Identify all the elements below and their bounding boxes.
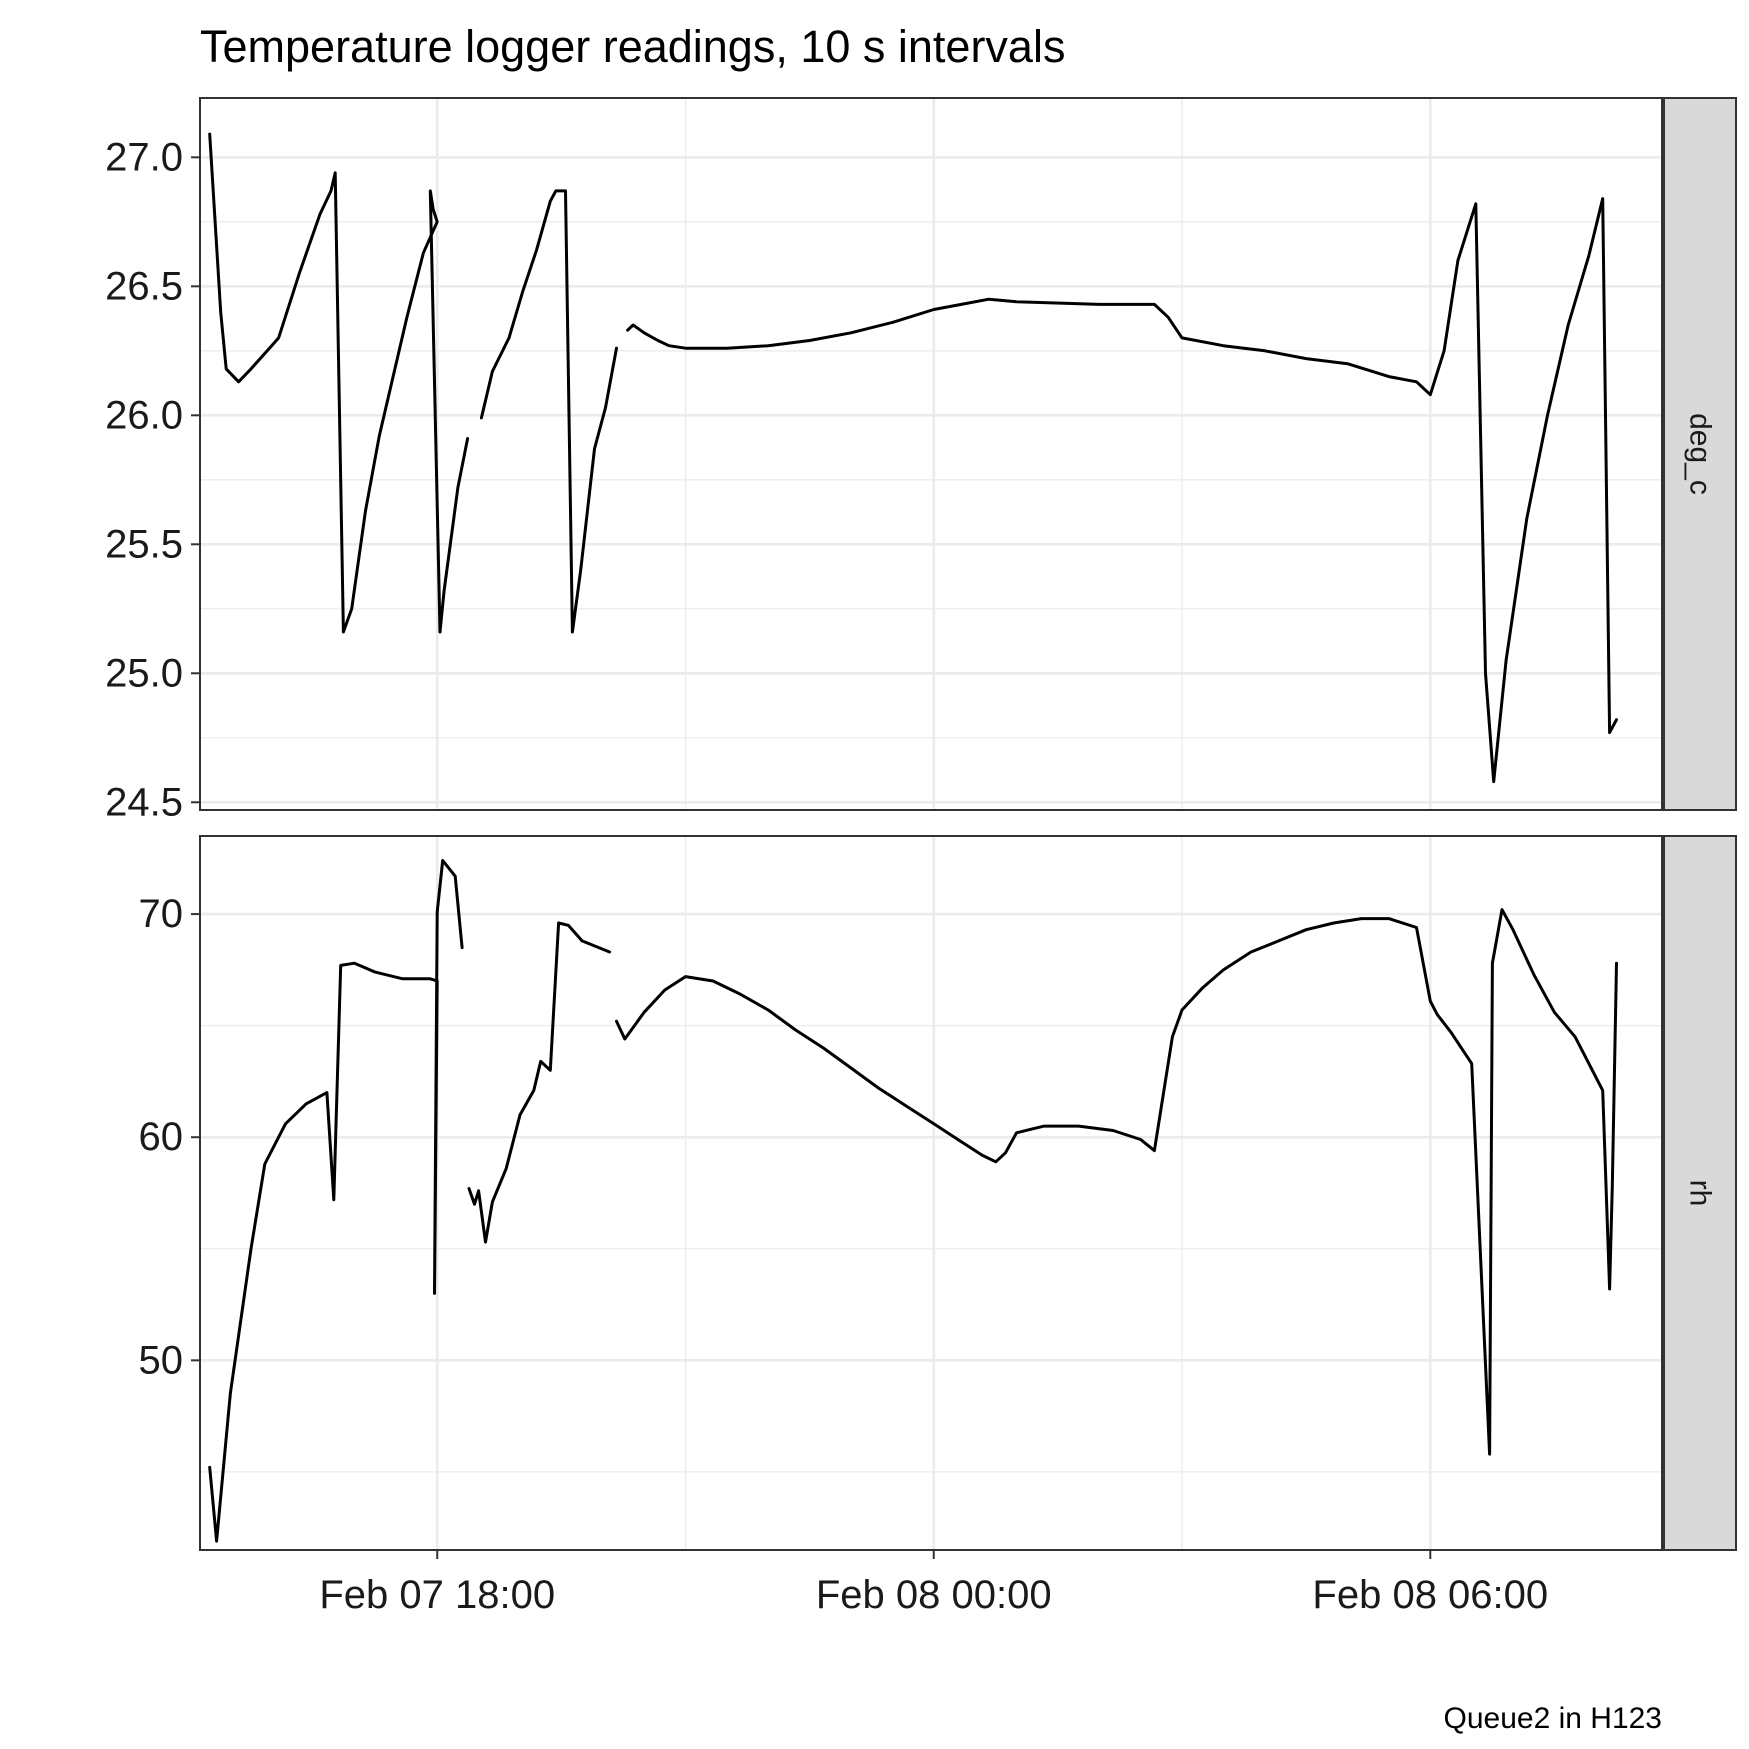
- y-tick-label: 26.0: [105, 393, 183, 437]
- series-line-rh-segment-2: [467, 921, 612, 1244]
- chart-title: Temperature logger readings, 10 s interv…: [200, 21, 1065, 72]
- y-tick-label: 50: [139, 1338, 184, 1382]
- series-layer: [208, 132, 1618, 1543]
- y-tick-label: 26.5: [105, 264, 183, 308]
- panel-border-rh: [199, 835, 1663, 1551]
- series-line-rh-segment-3: [615, 908, 1618, 1456]
- y-tick-label: 25.0: [105, 651, 183, 695]
- x-tick-label: Feb 07 18:00: [319, 1573, 555, 1617]
- grid-layer: [200, 98, 1662, 1550]
- y-tick-label: 24.5: [105, 780, 183, 824]
- facet-strip-rh: [1663, 835, 1737, 1551]
- facet-strip-label: deg_c: [1684, 413, 1717, 495]
- series-line-deg_c-segment-2: [479, 189, 618, 634]
- facet-strip-deg_c: [1663, 97, 1737, 811]
- x-tick-label: Feb 08 00:00: [816, 1573, 1052, 1617]
- panel-frames: deg_crh: [199, 97, 1737, 1551]
- panel-border-deg_c: [199, 97, 1663, 811]
- x-tick-label: Feb 08 06:00: [1312, 1573, 1548, 1617]
- series-line-deg_c-segment-3: [626, 197, 1618, 784]
- y-tick-label: 60: [139, 1115, 184, 1159]
- chart-caption: Queue2 in H123: [1444, 1702, 1663, 1735]
- y-tick-label: 27.0: [105, 135, 183, 179]
- facet-strip-label: rh: [1684, 1180, 1717, 1207]
- axes-layer: 24.5 25.0 25.5 26.0 26.5 27.0 50 60 70 Feb 07 18:…: [105, 135, 1548, 1617]
- series-line-rh-segment-1: [208, 859, 464, 1543]
- series-line-deg_c-segment-1: [208, 132, 470, 634]
- y-tick-label: 25.5: [105, 522, 183, 566]
- y-tick-label: 70: [139, 892, 184, 936]
